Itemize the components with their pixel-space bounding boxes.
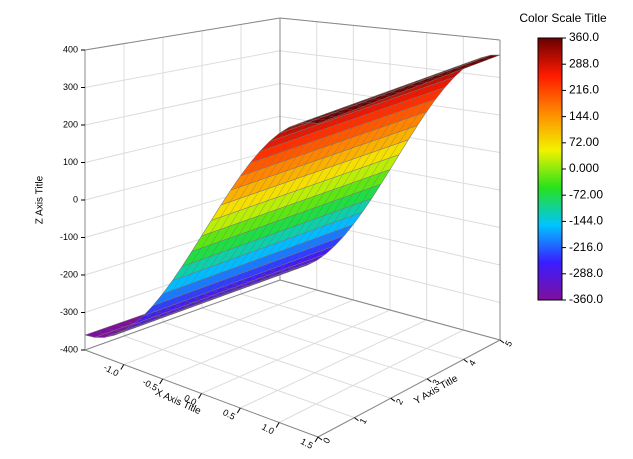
colorbar-tick-label: 288.0 bbox=[569, 56, 599, 70]
y-tick-label: 1 bbox=[358, 416, 369, 425]
colorbar-tick-label: 144.0 bbox=[569, 109, 599, 123]
box-edge bbox=[84, 279, 281, 351]
tick-mark bbox=[317, 436, 323, 441]
mesh-line bbox=[270, 58, 491, 272]
box-edge bbox=[279, 17, 501, 41]
z-tick-label: 0 bbox=[73, 194, 78, 204]
z-tick-label: -200 bbox=[60, 269, 78, 279]
mesh-line bbox=[133, 105, 364, 321]
mesh-line bbox=[94, 118, 328, 335]
colorbar-tick-label: -216.0 bbox=[569, 240, 603, 254]
colorbar-tick-label: 0.000 bbox=[569, 161, 599, 175]
grid-line bbox=[84, 83, 281, 126]
z-tick-label: 200 bbox=[63, 119, 78, 129]
colorbar-title: Color Scale Title bbox=[519, 11, 607, 25]
grid-line bbox=[123, 289, 317, 365]
z-axis-title: Z Axis Title bbox=[35, 175, 46, 224]
mesh-line bbox=[114, 112, 346, 328]
grid-line bbox=[278, 329, 464, 423]
y-tick-label: 3 bbox=[430, 378, 441, 387]
x-tick-label: 0.5 bbox=[221, 407, 237, 422]
grid-line bbox=[84, 148, 281, 201]
tick-mark bbox=[314, 436, 319, 443]
tick-mark bbox=[390, 397, 396, 402]
z-tick-label: 400 bbox=[63, 44, 78, 54]
grid-line bbox=[84, 50, 281, 88]
tick-mark bbox=[426, 378, 432, 383]
colorbar-tick-label: -72.00 bbox=[569, 187, 603, 201]
box-edge bbox=[317, 339, 501, 438]
y-tick-label: 2 bbox=[394, 397, 405, 406]
box-edge bbox=[279, 279, 501, 341]
z-tick-label: -400 bbox=[60, 344, 78, 354]
mesh-line bbox=[84, 122, 319, 338]
colorbar-tick-label: 216.0 bbox=[569, 83, 599, 97]
colorbar-tick-label: 360.0 bbox=[569, 30, 599, 44]
mesh-line bbox=[104, 115, 337, 331]
colorbar-tick-label: -360.0 bbox=[569, 292, 603, 306]
tick-mark bbox=[198, 393, 202, 399]
mesh-line bbox=[279, 54, 501, 269]
grid-line bbox=[162, 299, 354, 380]
x-tick-label: 1.5 bbox=[299, 436, 315, 451]
colorbar-tick-label: -288.0 bbox=[569, 266, 603, 280]
x-tick-label: -1.0 bbox=[102, 362, 120, 378]
y-tick-label: 0 bbox=[321, 436, 332, 445]
z-tick-label: -300 bbox=[60, 307, 78, 317]
z-tick-label: -100 bbox=[60, 232, 78, 242]
colorbar-tick-label: -144.0 bbox=[569, 214, 603, 228]
colorbar-tick-label: 72.00 bbox=[569, 135, 599, 149]
tick-mark bbox=[354, 417, 359, 422]
y-axis-title: Y Axis Title bbox=[412, 373, 460, 407]
tick-mark bbox=[499, 339, 505, 344]
tick-mark bbox=[236, 407, 241, 414]
tick-mark bbox=[159, 378, 164, 385]
x-tick-label: 1.0 bbox=[260, 422, 276, 437]
mesh-line bbox=[250, 65, 473, 279]
y-tick-label: 4 bbox=[467, 358, 478, 367]
tick-mark bbox=[120, 364, 125, 370]
grid-line bbox=[240, 319, 427, 409]
mesh-line bbox=[123, 108, 355, 324]
z-tick-label: 300 bbox=[63, 82, 78, 92]
grid-line bbox=[201, 309, 391, 394]
z-tick-label: 100 bbox=[63, 157, 78, 167]
mesh-line bbox=[260, 61, 482, 276]
tick-mark bbox=[463, 358, 468, 363]
box-edge bbox=[84, 17, 281, 51]
grid-line bbox=[84, 115, 281, 163]
colorbar bbox=[537, 37, 563, 301]
y-tick-label: 5 bbox=[503, 339, 514, 348]
tick-mark bbox=[275, 422, 280, 428]
